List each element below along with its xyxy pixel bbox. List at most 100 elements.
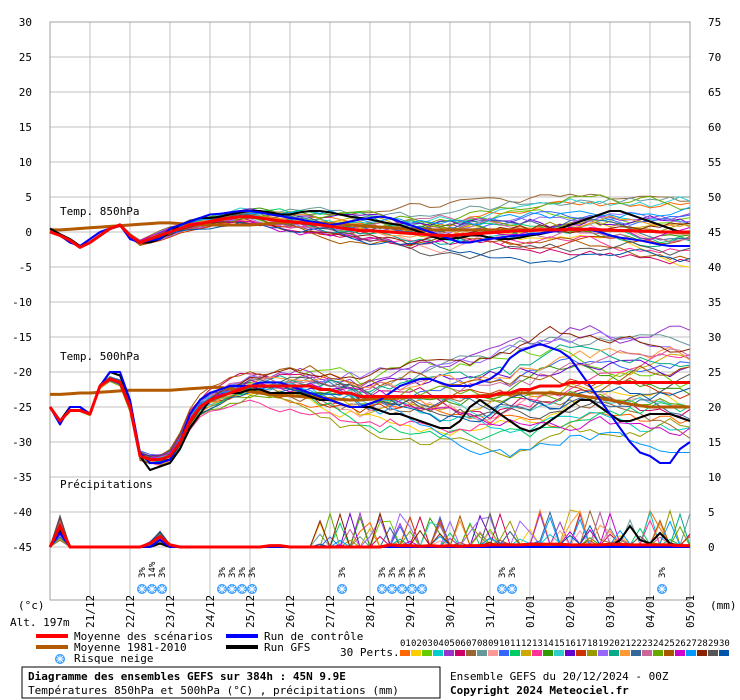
pert-color-swatch xyxy=(708,650,718,656)
pert-color-swatch xyxy=(554,650,564,656)
date-tick-label: 24/12 xyxy=(204,595,217,628)
snowflake-arms xyxy=(418,585,426,593)
pert-color-swatch xyxy=(664,650,674,656)
snowflake-icon xyxy=(377,584,387,594)
snowflake-arms xyxy=(338,585,346,593)
legend-label-gfs: Run GFS xyxy=(264,641,310,654)
left-tick-label: -45 xyxy=(12,541,32,554)
pert-color-swatch xyxy=(598,650,608,656)
copyright-label: Copyright 2024 Meteociel.fr xyxy=(450,684,629,697)
series-line-precip-moyenne-des-sc-narios xyxy=(48,522,690,549)
right-tick-label: 15 xyxy=(708,436,721,449)
pert-code-label: 03 xyxy=(422,639,433,649)
snowflake-icon xyxy=(55,654,65,664)
pert-code-label: 13 xyxy=(532,639,543,649)
footer-title: Diagramme des ensembles GEFS sur 384h : … xyxy=(28,670,346,683)
snow-risk-label: 3% xyxy=(248,567,258,578)
pert-code-label: 01 xyxy=(400,639,411,649)
panel-label-t500: Temp. 500hPa xyxy=(60,350,139,363)
legend-label-mean: Moyenne des scénarios xyxy=(74,630,213,643)
series-line-t500-run-de-contr-le xyxy=(49,343,691,464)
right-tick-label: 70 xyxy=(708,51,721,64)
right-tick-label: 55 xyxy=(708,156,721,169)
snowflake-arms xyxy=(148,585,156,593)
legend-label-control: Run de contrôle xyxy=(264,630,363,643)
left-tick-label: -30 xyxy=(12,436,32,449)
left-tick-label: -25 xyxy=(12,401,32,414)
pert-color-swatch xyxy=(488,650,498,656)
pert-color-swatch xyxy=(631,650,641,656)
pert-color-swatch xyxy=(466,650,476,656)
pert-color-swatch xyxy=(510,650,520,656)
right-tick-label: 20 xyxy=(708,401,721,414)
snow-risk-label: 3% xyxy=(218,567,228,578)
snow-risk-label: 3% xyxy=(508,567,518,578)
right-tick-label: 45 xyxy=(708,226,721,239)
snow-risk-label: 3% xyxy=(138,567,148,578)
pert-code-label: 16 xyxy=(565,639,576,649)
pert-color-swatch xyxy=(675,650,685,656)
date-tick-label: 23/12 xyxy=(164,595,177,628)
date-tick-label: 30/12 xyxy=(444,595,457,628)
snowflake-arms xyxy=(248,585,256,593)
right-tick-label: 25 xyxy=(708,366,721,379)
pert-code-label: 15 xyxy=(554,639,565,649)
right-tick-label: 60 xyxy=(708,121,721,134)
right-tick-label: 35 xyxy=(708,296,721,309)
pert-color-swatch xyxy=(653,650,663,656)
snowflake-arms xyxy=(498,585,506,593)
snow-risk-label: 3% xyxy=(398,567,408,578)
pert-code-label: 06 xyxy=(455,639,466,649)
snow-risk-label: 3% xyxy=(238,567,248,578)
date-tick-label: 27/12 xyxy=(324,595,337,628)
left-tick-label: 15 xyxy=(19,121,32,134)
pert-code-label: 05 xyxy=(444,639,455,649)
left-tick-label: -10 xyxy=(12,296,32,309)
left-tick-label: -20 xyxy=(12,366,32,379)
snow-risk-label: 3% xyxy=(378,567,388,578)
snow-risk-label: 3% xyxy=(228,567,238,578)
date-tick-label: 31/12 xyxy=(484,595,497,628)
left-tick-label: -35 xyxy=(12,471,32,484)
snow-risk-label: 3% xyxy=(658,567,668,578)
left-unit-label: (°c) xyxy=(18,599,45,612)
date-tick-label: 02/01 xyxy=(564,595,577,628)
snow-risk-markers: 3% 14% 3% 3% 3% 3% 3% 3% 3% 3% 3% 3% 3% 3% 3% 3% xyxy=(137,561,668,594)
snowflake-icon xyxy=(137,584,147,594)
snowflake-arms xyxy=(138,585,146,593)
snowflake-arms xyxy=(158,585,166,593)
left-tick-label: -40 xyxy=(12,506,32,519)
pert-color-swatch xyxy=(576,650,586,656)
pert-code-label: 19 xyxy=(598,639,609,649)
snow-risk-label: 14% xyxy=(148,561,158,578)
pert-code-label: 14 xyxy=(543,639,554,649)
right-tick-label: 50 xyxy=(708,191,721,204)
left-tick-label: 20 xyxy=(19,86,32,99)
left-tick-label: 10 xyxy=(19,156,32,169)
legend-label-climate: Moyenne 1981-2010 xyxy=(74,641,187,654)
snowflake-icon xyxy=(247,584,257,594)
date-tick-label: 03/01 xyxy=(604,595,617,628)
snowflake-icon xyxy=(387,584,397,594)
snowflake-arms xyxy=(228,585,236,593)
right-tick-label: 65 xyxy=(708,86,721,99)
pert-color-swatch xyxy=(455,650,465,656)
plot-frame xyxy=(49,21,691,601)
pert-color-swatch xyxy=(697,650,707,656)
pert-color-swatch xyxy=(477,650,487,656)
pert-color-swatch xyxy=(719,650,729,656)
snowflake-icon xyxy=(337,584,347,594)
pert-code-label: 22 xyxy=(631,639,642,649)
snowflake-icon xyxy=(507,584,517,594)
date-tick-label: 05/01 xyxy=(684,595,697,628)
snowflake-icon xyxy=(657,584,667,594)
pert-color-swatch xyxy=(587,650,597,656)
date-tick-label: 04/01 xyxy=(644,595,657,628)
snowflake-arms xyxy=(408,585,416,593)
snowflake-icon xyxy=(157,584,167,594)
date-tick-label: 22/12 xyxy=(124,595,137,628)
snowflake-icon xyxy=(397,584,407,594)
pert-color-swatch xyxy=(620,650,630,656)
pert-color-swatch xyxy=(444,650,454,656)
